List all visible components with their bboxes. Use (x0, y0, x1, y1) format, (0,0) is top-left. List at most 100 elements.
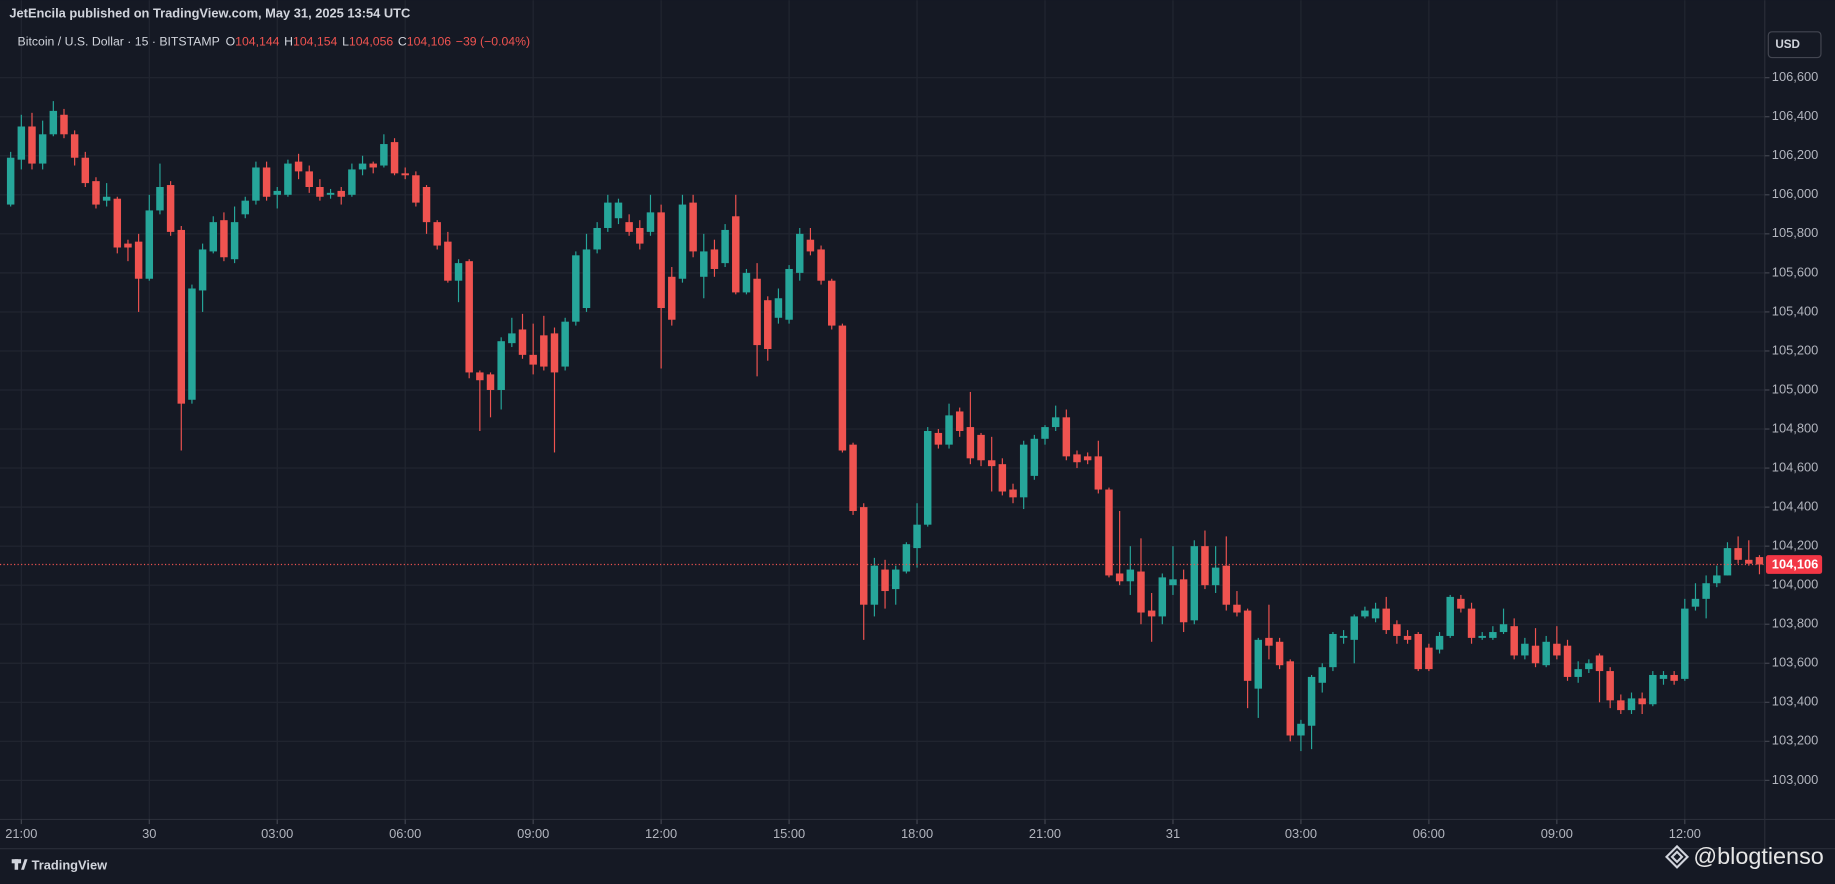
candle-body (422, 186, 431, 223)
candle-body (1659, 674, 1668, 679)
candle-body (1510, 626, 1518, 656)
candle-body (273, 190, 281, 195)
candle-body (1702, 583, 1710, 599)
candle-body (1254, 639, 1263, 689)
x-tick-label: 15:00 (773, 826, 805, 841)
currency[interactable]: USD (1775, 38, 1800, 51)
candle-body (358, 163, 367, 170)
candle-body (700, 251, 708, 277)
candle-body (444, 241, 452, 281)
candle-body (1243, 610, 1252, 681)
candle-body (1307, 676, 1316, 726)
change: −39 (−0.04%) (456, 35, 530, 49)
y-tick-label: 106,600 (1772, 69, 1818, 84)
candle-body (742, 272, 751, 293)
candle-body (1478, 635, 1486, 638)
candle-body (1393, 624, 1401, 636)
candle-body (1329, 633, 1337, 668)
candle-body (1233, 604, 1241, 613)
y-tick-label: 105,200 (1772, 342, 1818, 357)
ohlc-key: H (284, 35, 293, 49)
candle-body (1094, 456, 1103, 490)
y-tick-label: 105,000 (1772, 381, 1818, 396)
candle-body (1147, 610, 1156, 617)
candle-body (17, 126, 26, 160)
candle-body (188, 288, 196, 400)
candle-body (1382, 608, 1390, 631)
candle-body (934, 432, 943, 445)
x-tick-label: 06:00 (389, 826, 421, 841)
currency-button[interactable] (1767, 31, 1822, 59)
x-tick-label: 21:00 (1029, 826, 1061, 841)
candle-body (454, 263, 463, 281)
candle-body (1073, 454, 1081, 463)
candle-body (316, 186, 324, 197)
candle-body (1499, 624, 1508, 633)
candle-body (891, 569, 900, 590)
candle-body (1649, 674, 1657, 705)
watermark: @blogtienso (1693, 843, 1823, 869)
candle-body (817, 249, 825, 281)
candle-body (806, 239, 815, 252)
candle-body (902, 544, 911, 572)
candle-body (987, 460, 996, 467)
candle-body (1051, 417, 1060, 428)
candle-body (1105, 489, 1113, 576)
candle-body (572, 255, 580, 322)
y-tick-label: 103,600 (1772, 655, 1818, 670)
candle-body (785, 268, 793, 320)
candle-body (476, 372, 484, 381)
candle-body (433, 222, 441, 246)
candle-body (710, 249, 719, 269)
candle-body (518, 329, 527, 355)
y-tick-label: 104,200 (1772, 538, 1818, 553)
ohlc-value: 104,106 (407, 35, 452, 49)
candle-body (1425, 647, 1433, 670)
candle-body (1179, 579, 1188, 623)
candle-body (1734, 548, 1742, 560)
candle-body (1467, 608, 1476, 638)
candle-body (1617, 700, 1625, 711)
ohlc-value: 104,144 (235, 35, 280, 49)
candle-body (923, 430, 932, 525)
candle-body (1019, 444, 1028, 498)
candle-body (1755, 557, 1764, 565)
candle-body (753, 278, 761, 346)
x-tick-label: 12:00 (645, 826, 677, 841)
candle-body (348, 169, 356, 195)
candle-body (593, 227, 601, 250)
candle-body (1318, 667, 1326, 683)
y-tick-label: 105,800 (1772, 225, 1818, 240)
candle-body (1574, 669, 1582, 677)
candle-body (486, 374, 495, 390)
candle-body (1041, 427, 1049, 439)
candle-body (60, 114, 68, 135)
candle-body (668, 276, 676, 320)
candle-body (977, 434, 985, 461)
candle-body (1745, 559, 1753, 564)
candle-body (166, 185, 175, 232)
y-tick-label: 103,400 (1772, 694, 1818, 709)
y-tick-label: 103,200 (1772, 733, 1818, 748)
last-price-label: 104,106 (1772, 556, 1818, 571)
candle-body (859, 507, 868, 605)
ohlc-value: 104,056 (349, 35, 394, 49)
candle-body (220, 220, 228, 258)
candle-body (550, 333, 559, 373)
candle-body (38, 134, 47, 164)
candle-body (582, 249, 591, 309)
candle-body (1062, 417, 1071, 457)
candle-body (1446, 596, 1454, 636)
candle-body (1531, 645, 1540, 664)
candle-body (49, 110, 58, 135)
candle-body (497, 341, 505, 390)
ohlc-key: O (226, 35, 236, 49)
candle-body (1339, 635, 1348, 638)
candle-body (6, 157, 15, 205)
candle-body (337, 190, 345, 197)
candle-body (102, 196, 111, 201)
candle-body (113, 198, 122, 248)
candle-body (1489, 632, 1497, 638)
candle-body (604, 202, 612, 228)
ohlc-key: C (398, 35, 407, 49)
